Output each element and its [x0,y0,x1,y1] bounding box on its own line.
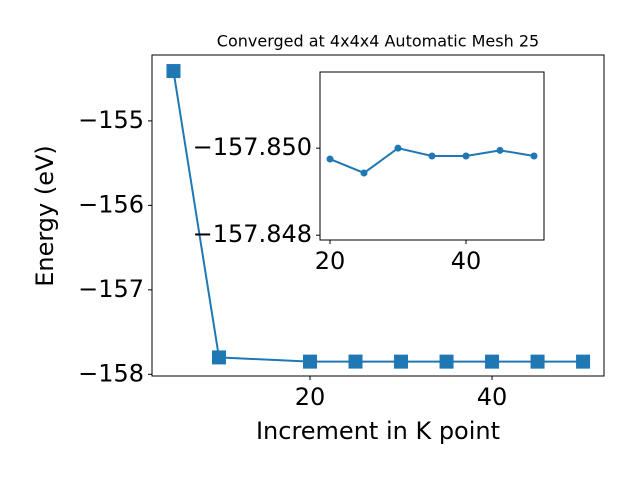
marker [348,354,363,369]
marker [462,152,470,160]
marker [394,144,402,152]
marker [576,354,591,369]
chart-title: Converged at 4x4x4 Automatic Mesh 25 [217,32,539,51]
marker [211,350,226,365]
marker [428,152,436,160]
marker [439,354,454,369]
y-tick-label: −157.848 [193,220,312,248]
marker [530,354,545,369]
y-tick-label: −156 [78,190,144,218]
marker [394,354,409,369]
y-tick-label: −157.850 [193,133,312,161]
x-tick-label: 40 [451,247,482,275]
marker [485,354,500,369]
y-tick-label: −155 [78,106,144,134]
marker [326,155,334,163]
marker [496,146,504,154]
marker [166,64,181,79]
x-tick-label: 20 [295,383,326,411]
x-axis-label: Increment in K point [256,417,500,445]
marker [303,354,318,369]
y-tick-label: −157 [78,275,144,303]
y-axis-label: Energy (eV) [31,145,59,287]
x-tick-label: 40 [477,383,508,411]
y-tick-label: −158 [78,359,144,387]
marker [530,152,538,160]
x-tick-label: 20 [315,247,346,275]
marker [360,169,368,177]
